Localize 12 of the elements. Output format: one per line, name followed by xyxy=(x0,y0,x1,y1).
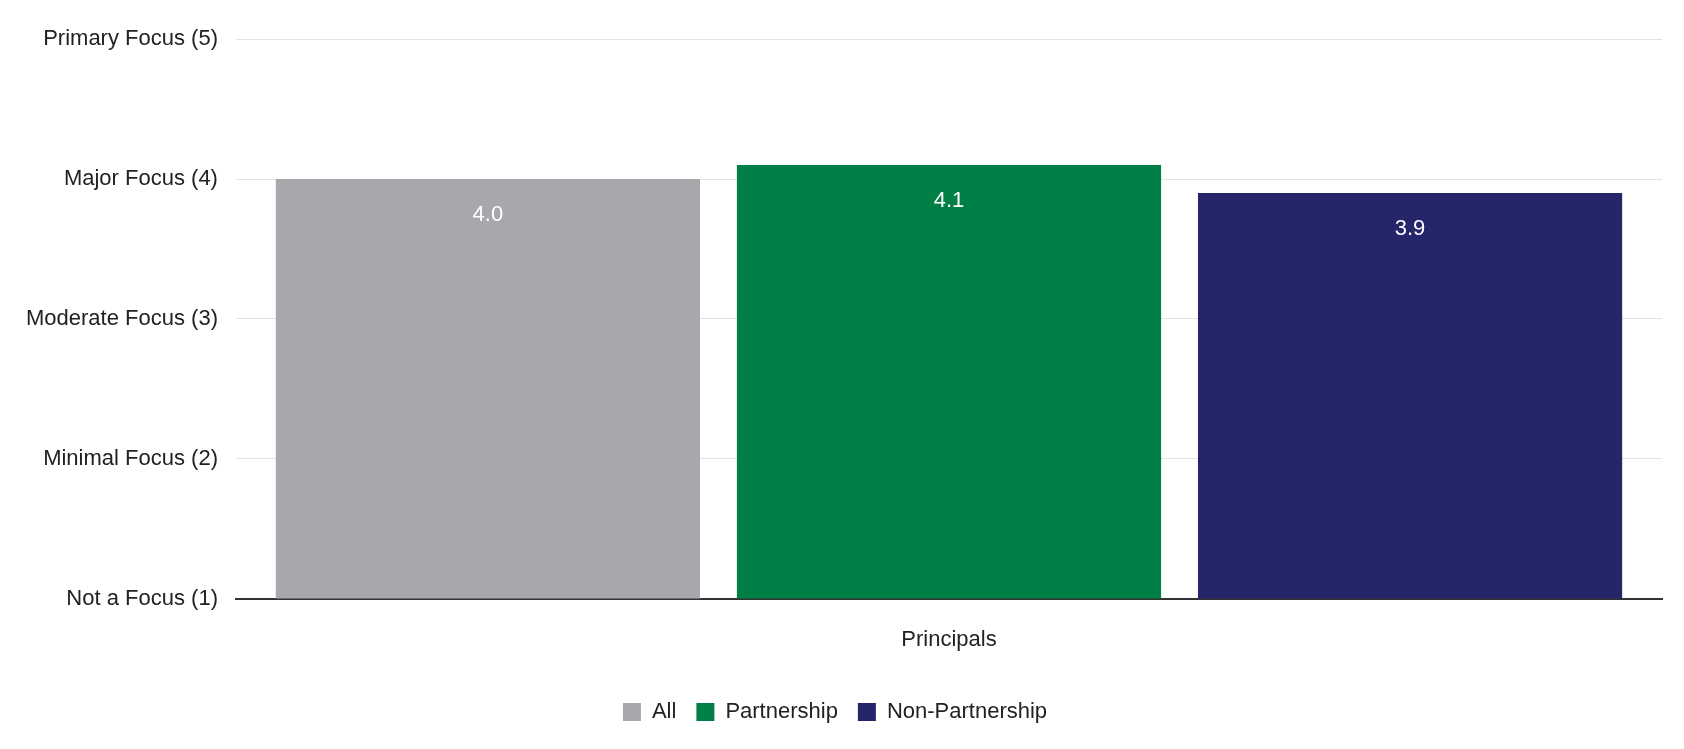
y-tick-label: Major Focus (4) xyxy=(63,165,218,191)
legend-label: Non-Partnership xyxy=(886,698,1048,724)
legend-label: All xyxy=(651,698,677,724)
y-tick-label: Not a Focus (1) xyxy=(66,584,218,610)
legend-label: Partnership xyxy=(725,698,838,724)
data-label: 4.1 xyxy=(933,187,965,213)
y-tick-label: Primary Focus (5) xyxy=(43,25,218,51)
x-tick-label: Principals xyxy=(901,625,997,651)
y-tick-label: Moderate Focus (3) xyxy=(25,304,218,330)
data-label: 4.0 xyxy=(472,201,504,227)
y-tick-label: Minimal Focus (2) xyxy=(43,444,218,470)
data-label: 3.9 xyxy=(1394,215,1426,241)
